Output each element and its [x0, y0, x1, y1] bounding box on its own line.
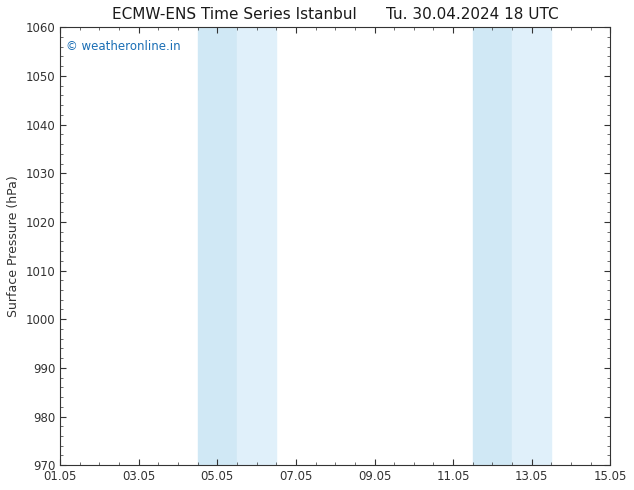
Title: ECMW-ENS Time Series Istanbul      Tu. 30.04.2024 18 UTC: ECMW-ENS Time Series Istanbul Tu. 30.04.…: [112, 7, 559, 22]
Bar: [237, 27, 276, 465]
Text: © weatheronline.in: © weatheronline.in: [65, 40, 180, 53]
Bar: [473, 27, 512, 465]
Bar: [198, 27, 237, 465]
Bar: [512, 27, 552, 465]
Y-axis label: Surface Pressure (hPa): Surface Pressure (hPa): [7, 175, 20, 317]
